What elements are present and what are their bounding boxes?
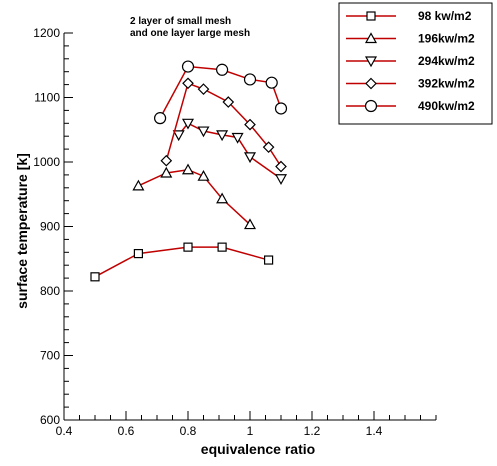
- data-point: [244, 118, 256, 131]
- series-1: [90, 242, 274, 282]
- legend-label: 392kw/m2: [418, 77, 475, 91]
- data-point: [133, 248, 143, 259]
- y-tick-label: 800: [40, 284, 60, 298]
- legend-marker: [365, 77, 377, 90]
- data-point: [197, 83, 210, 95]
- data-point: [243, 73, 257, 86]
- data-point: [262, 141, 275, 154]
- series-2: [132, 163, 257, 230]
- series-line: [165, 82, 282, 167]
- data-point: [243, 218, 257, 230]
- legend-entry: 392kw/m2: [346, 77, 475, 91]
- series-line: [178, 122, 282, 180]
- series-line: [138, 168, 251, 226]
- y-tick-label: 1200: [33, 26, 60, 40]
- legend-box: [338, 2, 493, 125]
- data-point: [216, 63, 229, 76]
- legend-label: 98 kw/m2: [418, 9, 472, 23]
- x-tick-label: 1: [247, 424, 254, 438]
- axes: [63, 32, 436, 421]
- legend: 98 kw/m2 196kw/m2 294kw/m2 392kw/m2 490kw/m2: [338, 2, 493, 125]
- x-axis-title: equivalence ratio: [201, 441, 315, 457]
- data-point: [181, 60, 195, 73]
- series-5: [154, 60, 288, 125]
- legend-label: 294kw/m2: [418, 54, 475, 68]
- y-axis-title: surface temperature [k]: [14, 153, 30, 309]
- legend-marker: [366, 11, 376, 21]
- data-point: [216, 192, 229, 204]
- data-point: [183, 242, 193, 252]
- series-4: [160, 77, 287, 173]
- data-point: [216, 130, 229, 142]
- data-point: [160, 166, 173, 178]
- y-tick-label: 600: [40, 413, 60, 427]
- data-point: [265, 76, 278, 89]
- x-tick-label: 1.4: [366, 424, 383, 438]
- data-point: [197, 126, 210, 138]
- legend-marker: [364, 56, 378, 68]
- legend-label: 490kw/m2: [418, 99, 475, 113]
- legend-entry: 490kw/m2: [346, 99, 475, 113]
- annotation-line-2: and one layer large mesh: [130, 28, 250, 39]
- data-point: [274, 174, 288, 186]
- data-point: [181, 118, 195, 130]
- y-tick-label: 700: [40, 349, 60, 363]
- data-point: [172, 130, 185, 142]
- legend-entry: 98 kw/m2: [346, 9, 472, 23]
- series-line: [94, 246, 269, 278]
- data-point: [275, 160, 287, 173]
- data-point: [154, 112, 167, 125]
- data-point: [182, 77, 194, 90]
- data-point: [197, 169, 210, 181]
- series-3: [172, 118, 288, 186]
- data-point: [217, 242, 227, 252]
- x-tick-label: 0.4: [56, 424, 73, 438]
- data-point: [222, 96, 235, 108]
- data-point: [243, 152, 257, 164]
- legend-entry: 196kw/m2: [346, 32, 475, 46]
- series-layer: [90, 60, 288, 282]
- data-point: [181, 163, 195, 175]
- x-tick-label: 0.6: [118, 424, 135, 438]
- data-point: [274, 102, 288, 115]
- x-tick-label: 0.8: [180, 424, 197, 438]
- y-tick-label: 1100: [34, 91, 60, 105]
- data-point: [160, 154, 173, 167]
- legend-label: 196kw/m2: [418, 32, 475, 46]
- y-tick-label: 900: [40, 220, 60, 234]
- y-tick-label: 1000: [33, 155, 60, 169]
- data-point: [264, 255, 274, 265]
- legend-marker: [364, 32, 378, 44]
- annotation-line-1: 2 layer of small mesh: [130, 16, 231, 27]
- tick-labels: 0.4 0.6 0.8 1 1.2 1.4 600 700 800 900 1000 1100 1200: [33, 26, 382, 438]
- x-tick-label: 1.2: [304, 424, 321, 438]
- data-point: [231, 132, 244, 144]
- legend-marker: [364, 99, 378, 113]
- legend-entry: 294kw/m2: [346, 54, 475, 68]
- data-point: [90, 272, 100, 282]
- data-point: [132, 179, 145, 191]
